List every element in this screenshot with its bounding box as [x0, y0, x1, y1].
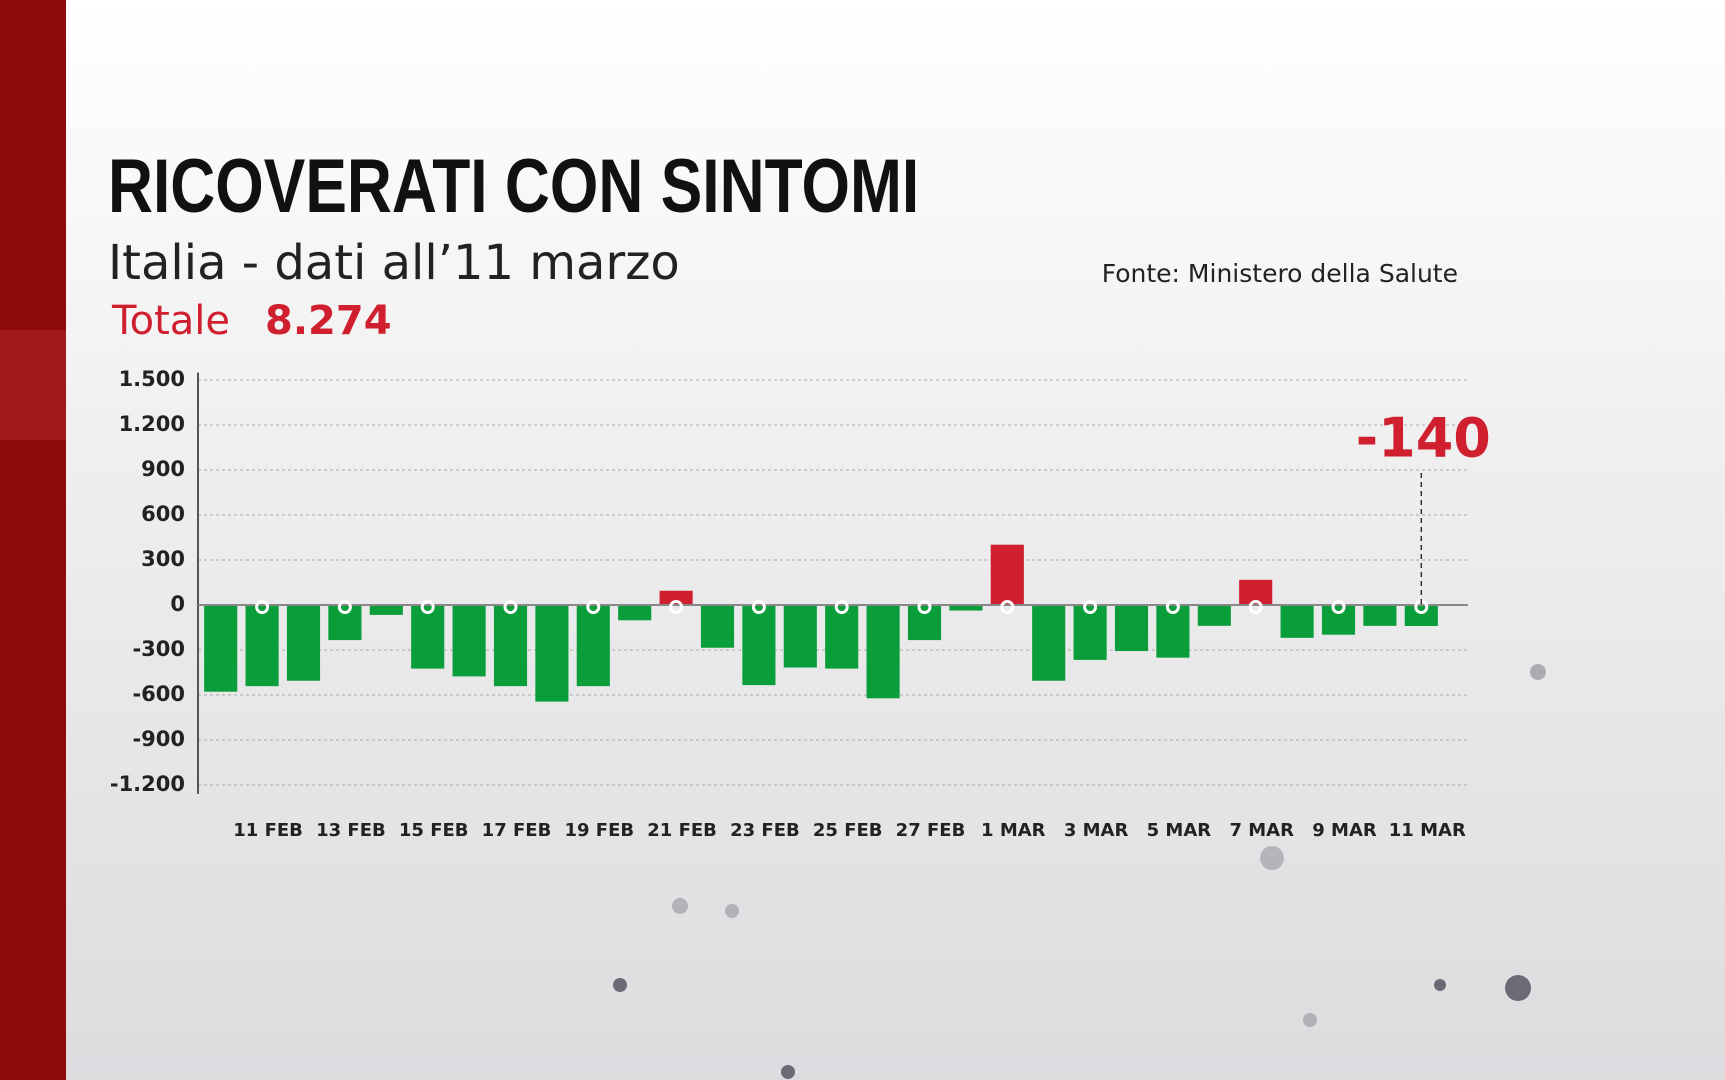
bar	[204, 605, 238, 692]
x-tick-label: 27 FEB	[896, 820, 966, 841]
x-tick-label: 13 FEB	[316, 820, 386, 841]
bar	[825, 605, 859, 669]
bar	[369, 605, 403, 615]
bar	[659, 590, 693, 605]
bar	[452, 605, 486, 677]
marker	[503, 600, 518, 614]
x-tick-label: 21 FEB	[647, 820, 717, 841]
bar	[1032, 605, 1066, 681]
x-tick-label: 11 MAR	[1389, 820, 1466, 841]
x-tick-label: 11 FEB	[233, 820, 303, 841]
bar	[1363, 605, 1397, 626]
y-tick-label: -1.200	[110, 772, 185, 796]
x-tick-label: 19 FEB	[564, 820, 634, 841]
source: Fonte: Ministero della Salute	[1102, 259, 1458, 288]
bar	[1073, 605, 1107, 660]
bar	[949, 605, 983, 611]
bar	[742, 605, 776, 686]
y-tick-label: -600	[132, 682, 185, 706]
marker	[586, 600, 601, 614]
side-strip-accent	[0, 330, 66, 440]
x-tick-label: 7 MAR	[1229, 820, 1294, 841]
marker	[917, 600, 932, 614]
total-label: Totale	[111, 298, 230, 344]
bar	[245, 605, 279, 687]
bar	[576, 605, 610, 687]
x-tick-label: 15 FEB	[399, 820, 469, 841]
bar	[493, 605, 528, 687]
chart-subtitle: Italia - dati all’11 marzo	[108, 235, 680, 291]
bar	[411, 605, 445, 669]
bar	[1197, 605, 1231, 626]
chart-title: RICOVERATI CON SINTOMI	[108, 143, 919, 228]
y-tick-label: 1.200	[119, 412, 185, 436]
bar	[535, 605, 569, 702]
marker	[337, 600, 352, 614]
x-tick-label: 25 FEB	[813, 820, 883, 841]
marker	[751, 600, 766, 614]
marker	[255, 600, 270, 614]
marker	[1331, 600, 1346, 614]
bar	[286, 605, 321, 681]
x-tick-label: 17 FEB	[482, 820, 552, 841]
y-tick-label: -900	[132, 727, 185, 751]
bar	[1404, 605, 1438, 626]
marker	[1248, 600, 1263, 614]
marker	[1083, 600, 1098, 614]
x-tick-label: 9 MAR	[1312, 820, 1377, 841]
marker	[1000, 600, 1015, 614]
marker	[834, 600, 849, 614]
y-tick-label: 0	[170, 592, 185, 616]
x-tick-label: 1 MAR	[981, 820, 1046, 841]
x-tick-label: 3 MAR	[1064, 820, 1129, 841]
bar	[328, 605, 362, 641]
bar	[783, 605, 817, 668]
bar	[866, 605, 900, 699]
bar	[1114, 605, 1149, 652]
marker	[669, 600, 684, 614]
y-tick-label: 1.500	[119, 367, 185, 391]
y-tick-label: 900	[141, 457, 185, 481]
x-tick-label: 5 MAR	[1147, 820, 1212, 841]
bar	[1321, 605, 1356, 635]
bar	[1280, 605, 1314, 638]
side-strip	[0, 0, 66, 1080]
marker	[420, 600, 435, 614]
bar	[990, 544, 1024, 605]
marker	[1165, 600, 1180, 614]
y-tick-label: 300	[141, 547, 185, 571]
x-tick-label: 23 FEB	[730, 820, 800, 841]
total-value: 8.274	[265, 298, 392, 344]
decor-dots	[613, 664, 1546, 1079]
bar	[618, 605, 652, 621]
y-tick-label: 600	[141, 502, 185, 526]
annotation: -140	[1356, 407, 1491, 470]
bar	[700, 605, 735, 648]
y-tick-label: -300	[132, 637, 185, 661]
bar	[907, 605, 942, 641]
